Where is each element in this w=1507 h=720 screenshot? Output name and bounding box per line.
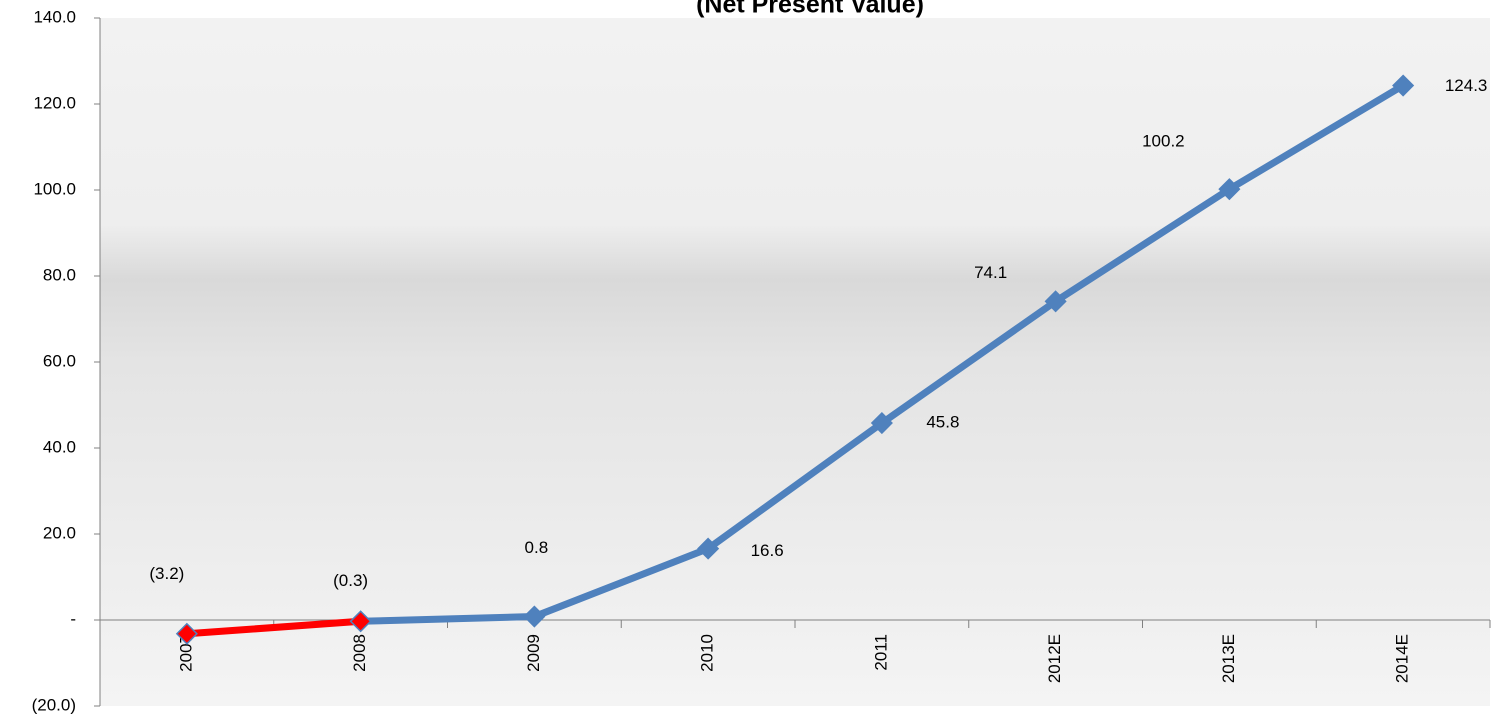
y-tick-label: - — [70, 609, 76, 628]
y-tick-label: 60.0 — [43, 351, 76, 370]
y-tick-label: 40.0 — [43, 437, 76, 456]
y-tick-label: (20.0) — [32, 695, 76, 714]
x-tick-label: 2013E — [1219, 634, 1238, 683]
plot-area — [100, 18, 1490, 706]
line-segment — [1052, 185, 1233, 305]
y-tick-label: 100.0 — [33, 179, 76, 198]
data-label: 45.8 — [926, 413, 959, 432]
x-tick-label: 2012E — [1045, 634, 1064, 683]
line-segment — [357, 613, 538, 625]
y-tick-label: 120.0 — [33, 93, 76, 112]
x-tick-label: 2011 — [871, 634, 890, 671]
data-label: 124.3 — [1445, 76, 1488, 95]
data-label: 74.1 — [974, 263, 1007, 282]
data-label: 16.6 — [751, 541, 784, 560]
x-tick-label: 2014E — [1393, 634, 1412, 683]
marker — [175, 622, 198, 645]
marker — [870, 411, 893, 435]
data-label: 0.8 — [525, 538, 549, 557]
data-label: 100.2 — [1142, 132, 1185, 151]
x-tick-label: 2009 — [524, 634, 543, 672]
line-segment — [704, 419, 886, 553]
chart-subtitle: (Net Present Value) — [696, 0, 924, 19]
marker — [1218, 178, 1241, 201]
data-label: (0.3) — [333, 571, 368, 590]
line-segment — [530, 545, 712, 621]
y-tick-label: 140.0 — [33, 7, 76, 26]
marker — [349, 610, 372, 633]
marker — [697, 537, 720, 560]
line-segment — [183, 617, 365, 638]
data-label: (3.2) — [149, 564, 184, 583]
y-tick-label: 80.0 — [43, 265, 76, 284]
x-tick-label: 2010 — [698, 634, 717, 672]
y-tick-label: 20.0 — [43, 523, 76, 542]
marker — [523, 605, 546, 628]
marker — [1392, 74, 1415, 97]
x-tick-label: 2007 — [176, 634, 195, 672]
line-segment — [878, 297, 1060, 427]
x-tick-label: 2008 — [350, 634, 369, 672]
line-segment — [1225, 82, 1407, 193]
marker — [1044, 290, 1067, 313]
